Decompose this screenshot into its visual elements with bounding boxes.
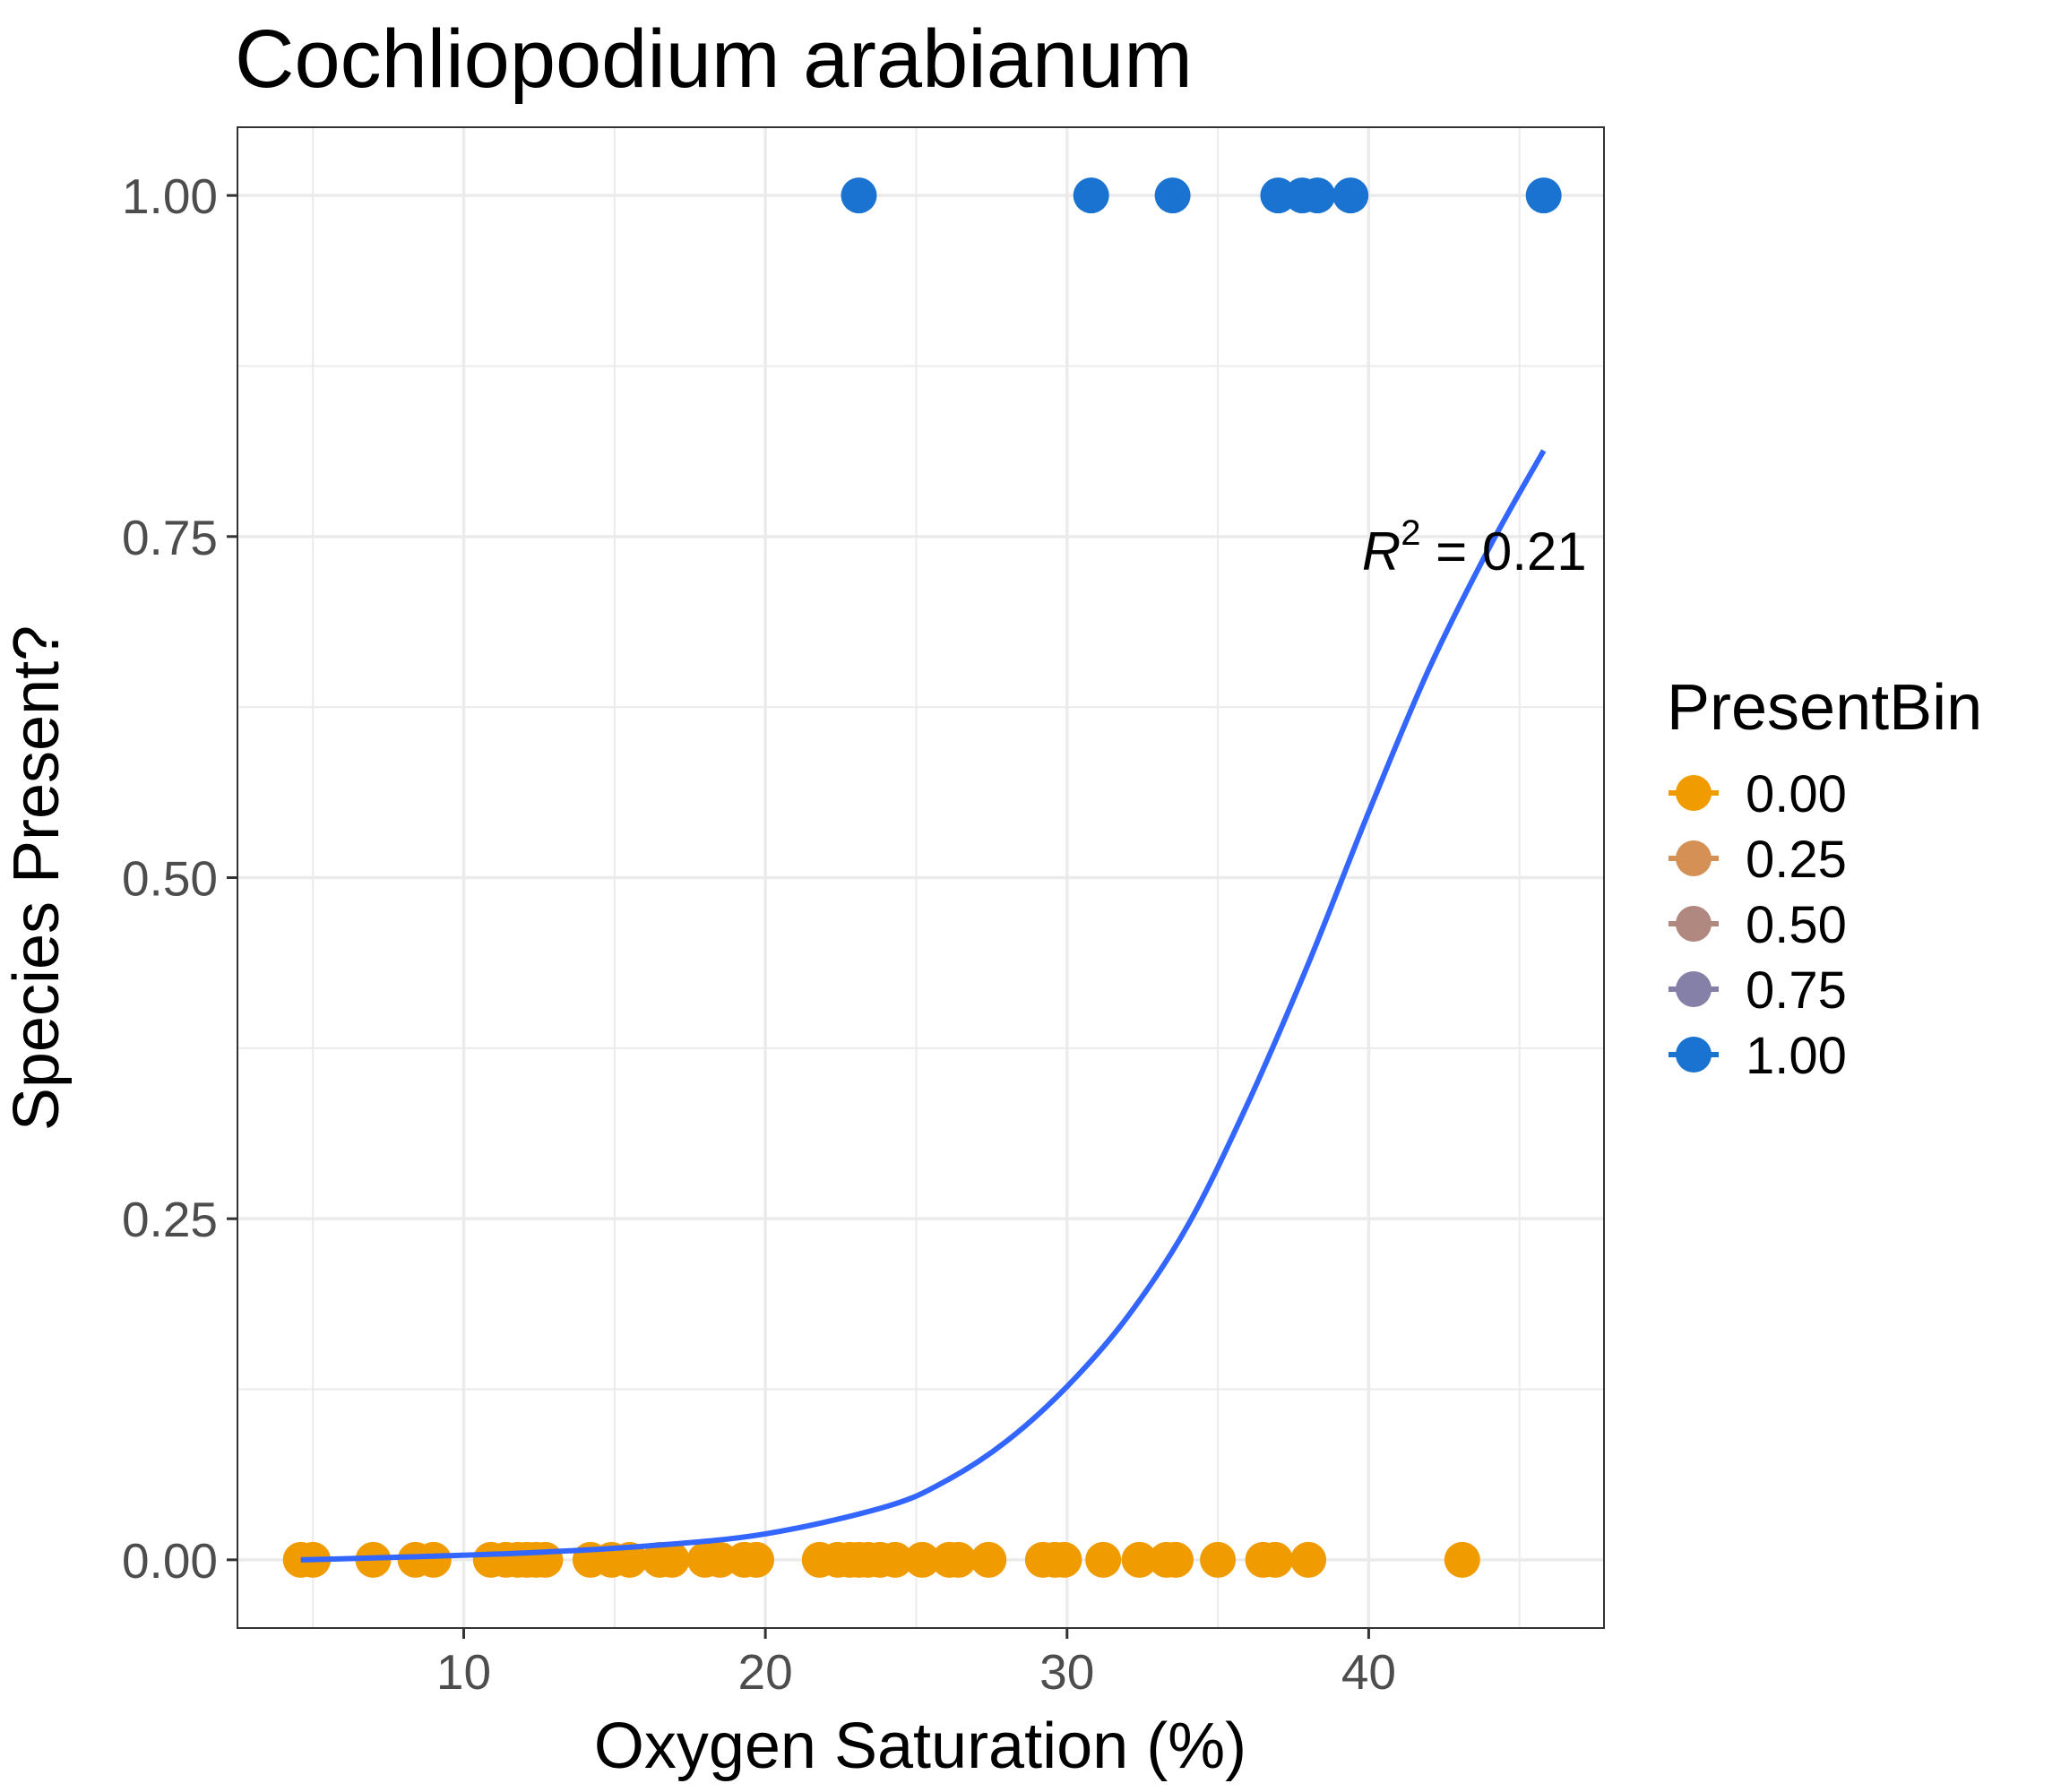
data-point <box>1085 1541 1122 1578</box>
data-point <box>1121 1541 1158 1578</box>
y-axis: 0.00 0.25 0.50 0.75 1.00 <box>122 168 237 1589</box>
data-point <box>1046 1541 1082 1578</box>
y-axis-title: Species Present? <box>1 625 73 1131</box>
data-point <box>527 1541 564 1578</box>
legend-items: 0.00 0.25 0.50 0.75 1.00 <box>1669 765 1847 1085</box>
y-tick-label: 0.25 <box>122 1192 218 1247</box>
r-squared-annotation: R2 = 0.21 <box>1362 513 1587 582</box>
legend-key-dot <box>1676 840 1712 876</box>
r-squared-value: = 0.21 <box>1420 521 1586 582</box>
y-tick-label: 0.00 <box>122 1533 218 1589</box>
data-point <box>1073 177 1109 214</box>
legend-label: 0.50 <box>1746 896 1847 954</box>
x-axis: 10 20 30 40 <box>436 1628 1396 1700</box>
data-point <box>1157 1541 1194 1578</box>
legend-label: 0.00 <box>1746 765 1847 823</box>
data-point <box>1154 177 1191 214</box>
data-point <box>1200 1541 1237 1578</box>
x-tick-label: 40 <box>1341 1644 1396 1700</box>
legend-key-dot <box>1676 971 1712 1007</box>
legend-label: 0.75 <box>1746 961 1847 1020</box>
legend-item: 0.75 <box>1669 961 1847 1020</box>
data-point <box>1444 1541 1480 1578</box>
x-tick-label: 30 <box>1039 1644 1094 1700</box>
r-squared-symbol: R <box>1362 521 1401 582</box>
y-tick-label: 0.50 <box>122 851 218 907</box>
grid-major <box>237 127 1604 1628</box>
legend-label: 1.00 <box>1746 1027 1847 1085</box>
legend: PresentBin 0.00 0.25 0.50 0.75 1.00 <box>1667 672 1982 1085</box>
y-tick-label: 1.00 <box>122 168 218 224</box>
legend-title: PresentBin <box>1667 672 1982 744</box>
data-point <box>1332 177 1369 214</box>
data-point <box>611 1541 648 1578</box>
data-point <box>841 177 877 214</box>
data-point <box>1257 1541 1294 1578</box>
data-point <box>904 1541 941 1578</box>
legend-item: 0.25 <box>1669 831 1847 889</box>
legend-key-dot <box>1676 906 1712 942</box>
x-tick-label: 20 <box>738 1644 793 1700</box>
plot-panel: R2 = 0.21 <box>237 126 1605 1629</box>
data-point <box>415 1541 452 1578</box>
data-point <box>1290 1541 1327 1578</box>
x-axis-title: Oxygen Saturation (%) <box>594 1710 1246 1782</box>
r-squared-superscript: 2 <box>1401 513 1420 553</box>
legend-item: 0.50 <box>1669 896 1847 954</box>
y-tick-label: 0.75 <box>122 510 218 565</box>
data-point <box>940 1541 977 1578</box>
legend-key-dot <box>1676 775 1712 811</box>
data-point <box>876 1541 913 1578</box>
data-point <box>970 1541 1007 1578</box>
legend-label: 0.25 <box>1746 831 1847 889</box>
legend-key-dot <box>1676 1037 1712 1073</box>
legend-item: 0.00 <box>1669 765 1847 823</box>
data-point <box>1299 177 1336 214</box>
chart-title: Cochliopodium arabianum <box>235 13 1193 105</box>
data-point <box>738 1541 775 1578</box>
fit-line <box>300 449 1547 1563</box>
legend-item: 1.00 <box>1669 1027 1847 1085</box>
data-point <box>653 1541 690 1578</box>
data-point <box>1525 177 1562 214</box>
x-tick-label: 10 <box>436 1644 491 1700</box>
